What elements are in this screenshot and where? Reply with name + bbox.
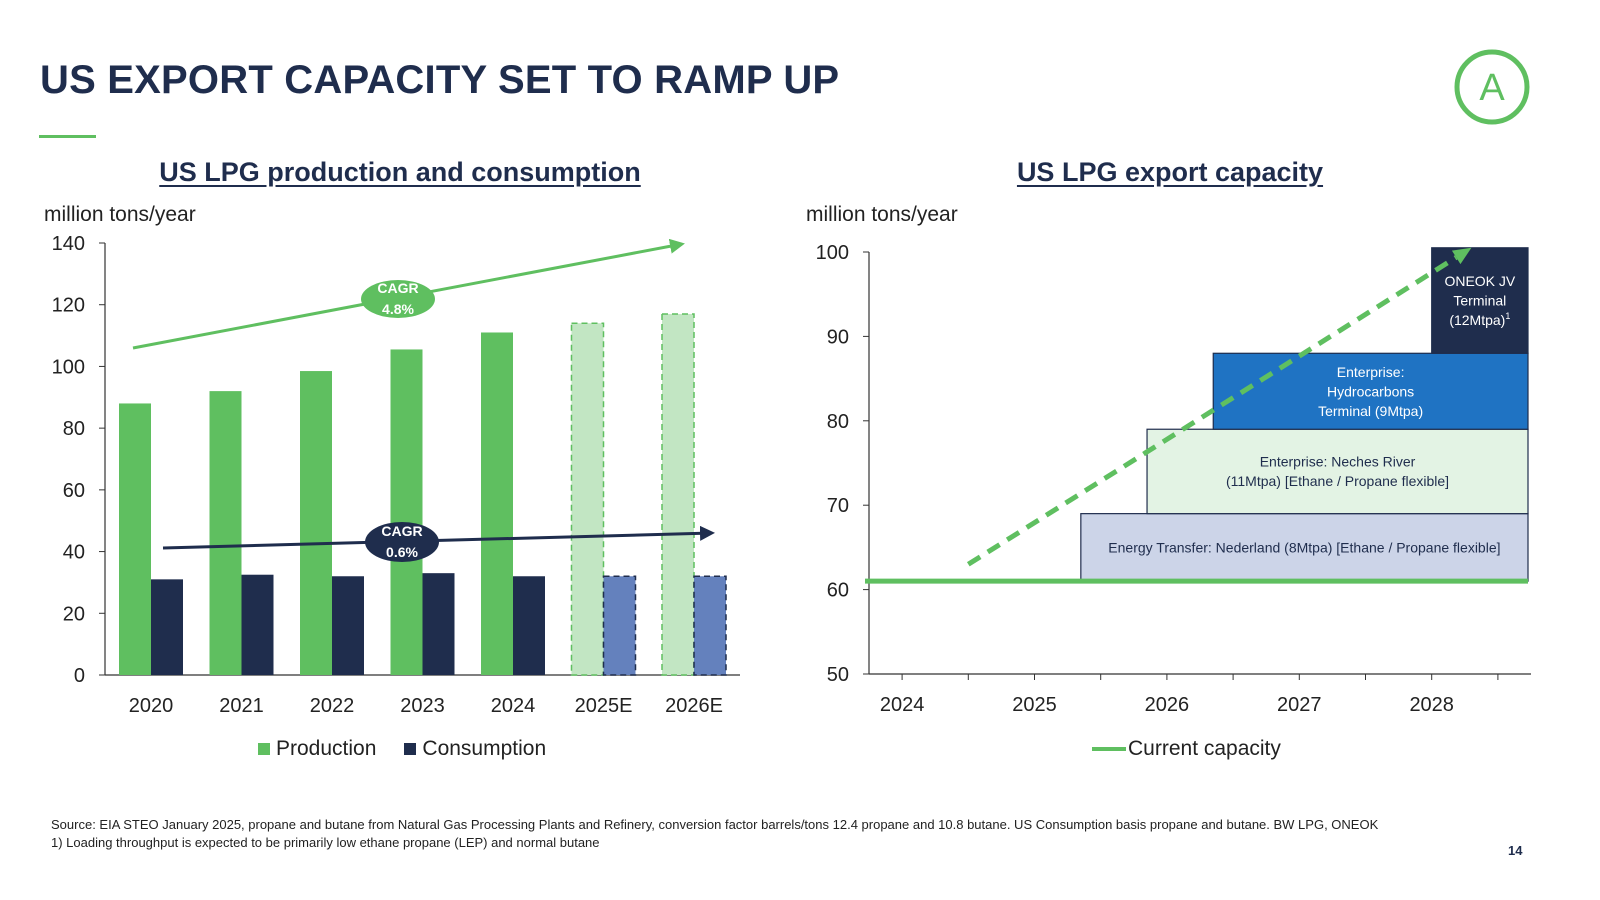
source-note: Source: EIA STEO January 2025, propane a… bbox=[51, 817, 1379, 832]
y-tick-label: 60 bbox=[827, 580, 849, 602]
legend-item-production: Production bbox=[258, 737, 376, 761]
x-tick-label-2028: 2028 bbox=[1409, 694, 1454, 716]
y-tick-label: 90 bbox=[827, 326, 849, 348]
y-tick-label: 100 bbox=[816, 242, 849, 264]
project-label-oneok-jv-line3: (12Mtpa)1 bbox=[1449, 311, 1510, 328]
consumption-cagr-label: CAGR bbox=[381, 523, 422, 539]
legend-line-current-capacity bbox=[1092, 747, 1126, 751]
legend-label-consumption: Consumption bbox=[422, 737, 547, 760]
export-capacity-chart: 50 60 70 80 90 100 2024 2025 2026 2027 2028 Energy … bbox=[816, 242, 1531, 716]
left-chart-unit: million tons/year bbox=[44, 203, 196, 226]
left-chart-title: US LPG production and consumption bbox=[159, 157, 641, 187]
y-tick-label: 100 bbox=[52, 356, 85, 378]
consumption-bar-2022 bbox=[332, 576, 364, 675]
x-tick-label-2027: 2027 bbox=[1277, 694, 1322, 716]
consumption-bar-2024 bbox=[513, 576, 545, 675]
x-tick-label-2026: 2026 bbox=[1145, 694, 1190, 716]
project-label-enterprise-hydrocarbons-line3: Terminal (9Mtpa) bbox=[1318, 403, 1423, 419]
company-logo-icon: A bbox=[1454, 49, 1530, 125]
legend-swatch-consumption bbox=[404, 743, 417, 755]
consumption-bar-2021 bbox=[241, 574, 274, 675]
production-bar-2020 bbox=[119, 403, 151, 675]
consumption-cagr-bubble bbox=[365, 522, 439, 562]
x-tick-label-2020: 2020 bbox=[129, 695, 174, 717]
x-tick-label-2026E: 2026E bbox=[665, 695, 723, 717]
production-bar-2022 bbox=[300, 371, 332, 675]
x-tick-label-2022: 2022 bbox=[310, 695, 355, 717]
project-label-enterprise-hydrocarbons-line1: Enterprise: bbox=[1337, 364, 1405, 380]
consumption-bar-2020 bbox=[151, 579, 183, 675]
legend-swatch-production bbox=[258, 743, 270, 755]
logo-ring bbox=[1454, 49, 1530, 125]
left-chart-legend: Production Consumption bbox=[258, 737, 574, 761]
x-tick-label-2021: 2021 bbox=[219, 695, 264, 717]
y-tick-label: 70 bbox=[827, 495, 849, 517]
y-tick-label: 140 bbox=[52, 233, 85, 255]
project-footnote-ref: 1 bbox=[1505, 311, 1510, 321]
title-underline bbox=[39, 135, 96, 138]
consumption-bar-2025E bbox=[602, 575, 637, 676]
right-chart-title: US LPG export capacity bbox=[1016, 157, 1324, 187]
project-label-oneok-jv-line2: Terminal bbox=[1453, 293, 1506, 309]
project-label-enterprise-neches-river-line1: Enterprise: Neches River bbox=[1260, 454, 1416, 470]
project-label-enterprise-hydrocarbons-line2: Hydrocarbons bbox=[1327, 383, 1414, 399]
y-tick-label: 80 bbox=[63, 418, 85, 440]
footnotes: Source: EIA STEO January 2025, propane a… bbox=[51, 816, 1378, 852]
project-box-enterprise-neches-river bbox=[1146, 428, 1529, 515]
legend-item-current-capacity: Current capacity bbox=[1092, 737, 1281, 761]
production-bar-2026E bbox=[661, 313, 695, 676]
y-tick-label: 60 bbox=[63, 480, 85, 502]
y-tick-label: 0 bbox=[74, 665, 85, 687]
y-tick-label: 40 bbox=[63, 542, 85, 564]
project-label-enterprise-neches-river-line2: (11Mtpa) [Ethane / Propane flexible] bbox=[1226, 473, 1449, 489]
consumption-bar-2023 bbox=[422, 573, 455, 675]
right-chart-legend: Current capacity bbox=[1092, 737, 1309, 761]
y-tick-label: 80 bbox=[827, 411, 849, 433]
consumption-cagr-value: 0.6% bbox=[386, 544, 418, 560]
x-tick-label-2024: 2024 bbox=[491, 695, 536, 717]
x-tick-label-2025: 2025 bbox=[1012, 694, 1057, 716]
x-tick-label-2025E: 2025E bbox=[575, 695, 633, 717]
logo-letter: A bbox=[1479, 67, 1505, 109]
x-tick-label-2024: 2024 bbox=[880, 694, 925, 716]
y-tick-label: 50 bbox=[827, 664, 849, 686]
page-title: US EXPORT CAPACITY SET TO RAMP UP bbox=[40, 58, 840, 102]
growth-trend-arrow bbox=[966, 255, 1458, 567]
right-chart-unit: million tons/year bbox=[806, 203, 958, 226]
legend-item-consumption: Consumption bbox=[404, 737, 546, 761]
production-cagr-label: CAGR bbox=[377, 280, 418, 296]
legend-label-current-capacity: Current capacity bbox=[1128, 737, 1281, 760]
x-tick-label-2023: 2023 bbox=[400, 695, 445, 717]
production-cagr-value: 4.8% bbox=[382, 301, 414, 317]
production-cagr-bubble bbox=[361, 280, 435, 318]
production-bar-2021 bbox=[209, 391, 242, 675]
production-bar-2024 bbox=[481, 332, 513, 675]
project-box-energy-transfer bbox=[1080, 513, 1529, 582]
consumption-bar-2026E bbox=[693, 575, 727, 676]
y-tick-label: 120 bbox=[52, 295, 85, 317]
footnote-1: 1) Loading throughput is expected to be … bbox=[51, 835, 600, 850]
production-bar-2023 bbox=[390, 349, 423, 675]
legend-label-production: Production bbox=[276, 737, 377, 760]
production-consumption-chart: 0 20 40 60 80 100 120 140 2020 2021 2022 2023 2024 20… bbox=[52, 233, 740, 717]
y-tick-label: 20 bbox=[63, 603, 85, 625]
project-label-oneok-jv-line1: ONEOK JV bbox=[1444, 273, 1515, 289]
project-label-energy-transfer-line1: Energy Transfer: Nederland (8Mtpa) [Etha… bbox=[1108, 539, 1500, 555]
growth-trend-arrowhead bbox=[1451, 247, 1472, 265]
production-bar-2025E bbox=[570, 322, 605, 676]
project-box-enterprise-hydrocarbons bbox=[1212, 352, 1529, 430]
page-number: 14 bbox=[1508, 843, 1523, 858]
